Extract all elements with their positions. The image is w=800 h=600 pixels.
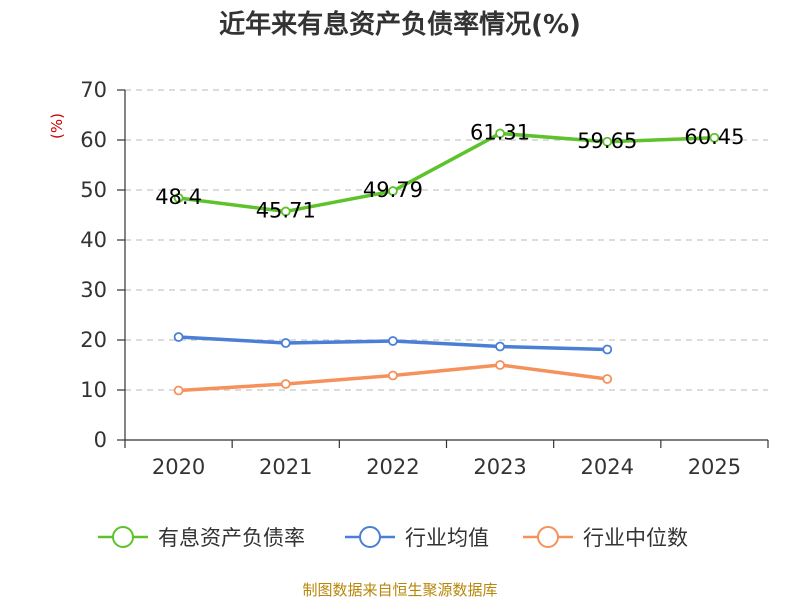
data-point	[388, 370, 398, 381]
data-point	[709, 132, 720, 143]
data-point	[173, 332, 184, 342]
y-tick-label: 70	[80, 78, 107, 102]
series	[173, 128, 720, 396]
x-tick-label: 2023	[473, 455, 526, 479]
y-tick-label: 40	[80, 228, 107, 252]
y-tick-label: 30	[80, 278, 107, 302]
data-point	[280, 338, 291, 348]
y-tick-label: 60	[80, 128, 107, 152]
x-tick-label: 2024	[581, 455, 634, 479]
data-point	[602, 374, 613, 384]
data-label: 61.31	[470, 120, 530, 144]
data-point	[388, 336, 398, 346]
series-line	[178, 131, 715, 214]
source-note: 制图数据来自恒生聚源数据库	[302, 581, 497, 599]
data-point	[388, 186, 398, 196]
data-label: 45.71	[256, 198, 316, 222]
data-point	[173, 193, 184, 203]
data-point	[602, 136, 613, 147]
gridlines	[125, 89, 768, 391]
data-point	[280, 379, 291, 389]
chart-title: 近年来有息资产负债率情况(%)	[219, 9, 581, 40]
data-label: 48.4	[155, 185, 202, 209]
legend-label: 行业中位数	[583, 526, 688, 550]
data-point	[173, 385, 184, 396]
legend-label: 有息资产负债率	[158, 526, 305, 550]
legend-swatch-marker	[537, 526, 559, 548]
x-tick-label: 2021	[259, 455, 312, 479]
x-tick-label: 2020	[152, 455, 205, 479]
data-point	[495, 360, 505, 370]
y-tick-label: 0	[94, 428, 107, 452]
axes: 0 10 20 30 40 50 60 70 2020 2021 2022 2023 2024 2025	[80, 78, 769, 479]
x-tick-label: 2022	[366, 455, 419, 479]
y-tick-label: 20	[80, 328, 107, 352]
data-point	[602, 344, 613, 355]
legend-label: 行业均值	[405, 526, 489, 550]
legend: 有息资产负债率 行业均值 行业中位数	[98, 526, 688, 550]
data-point	[495, 128, 505, 139]
data-label: 60.45	[684, 125, 744, 149]
y-tick-label: 50	[80, 178, 107, 202]
legend-swatch-marker	[359, 526, 381, 548]
y-axis-label: (%)	[48, 113, 66, 139]
data-point	[280, 206, 291, 217]
legend-swatch-marker	[112, 526, 134, 548]
data-labels: 48.4 45.71 49.79 61.31 59.65 60.45	[155, 120, 744, 222]
data-label: 59.65	[577, 129, 637, 153]
x-tick-label: 2025	[688, 455, 741, 479]
data-point	[495, 341, 505, 352]
data-label: 49.79	[363, 178, 423, 202]
y-tick-label: 10	[80, 378, 107, 402]
